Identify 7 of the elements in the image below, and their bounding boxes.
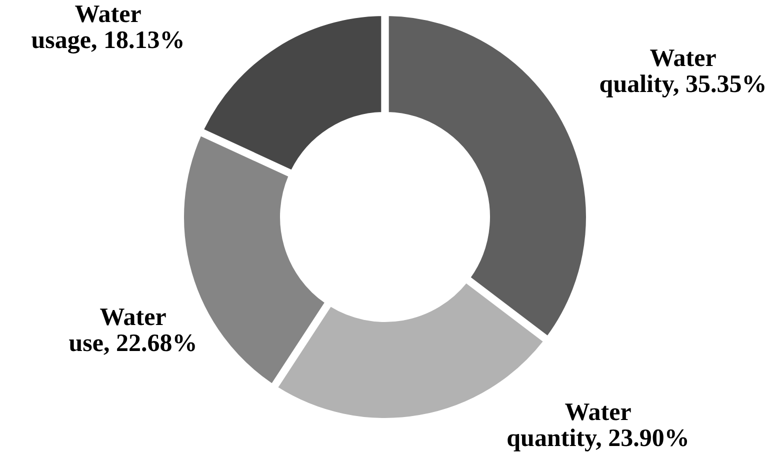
slice-label: Water use, 22.68%: [68, 304, 198, 357]
slice-label: Water quantity, 23.90%: [506, 399, 690, 452]
donut-slice: [202, 14, 384, 172]
donut-slice: [276, 281, 546, 420]
slice-label: Water quality, 35.35%: [599, 45, 767, 98]
donut-slice: [386, 14, 588, 338]
slice-label: Water usage, 18.13%: [31, 1, 185, 54]
